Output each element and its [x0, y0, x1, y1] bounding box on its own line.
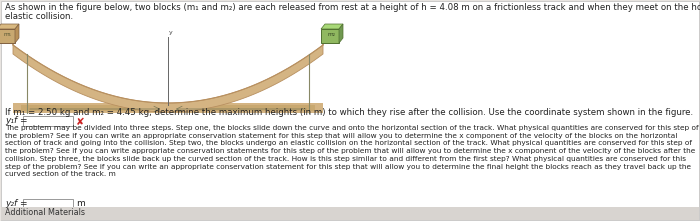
- Polygon shape: [0, 24, 19, 29]
- Text: If m₁ = 2.50 kg and m₂ = 4.45 kg, determine the maximum heights (in m) to which : If m₁ = 2.50 kg and m₂ = 4.45 kg, determ…: [5, 108, 693, 117]
- Polygon shape: [13, 40, 323, 112]
- Polygon shape: [321, 24, 343, 29]
- Bar: [321, 29, 339, 43]
- Text: m: m: [76, 199, 85, 208]
- Text: y₁f =: y₁f =: [5, 116, 27, 125]
- Text: m₂: m₂: [327, 32, 335, 36]
- FancyBboxPatch shape: [23, 116, 73, 126]
- Bar: [0, 29, 15, 43]
- Text: As shown in the figure below, two blocks (m₁ and m₂) are each released from rest: As shown in the figure below, two blocks…: [5, 3, 700, 12]
- Text: Additional Materials: Additional Materials: [5, 208, 85, 217]
- Text: elastic collision.: elastic collision.: [5, 12, 73, 21]
- Polygon shape: [339, 24, 343, 43]
- Text: y: y: [169, 30, 173, 35]
- Polygon shape: [15, 24, 19, 43]
- FancyBboxPatch shape: [23, 199, 73, 209]
- Text: y₂f =: y₂f =: [5, 199, 27, 208]
- Text: The problem may be divided into three steps. Step one, the blocks slide down the: The problem may be divided into three st…: [5, 125, 699, 177]
- Bar: [13, 103, 323, 113]
- Text: ✘: ✘: [76, 117, 85, 127]
- Bar: [1, 207, 699, 220]
- Bar: [21, 105, 315, 111]
- Text: m₁: m₁: [3, 32, 11, 36]
